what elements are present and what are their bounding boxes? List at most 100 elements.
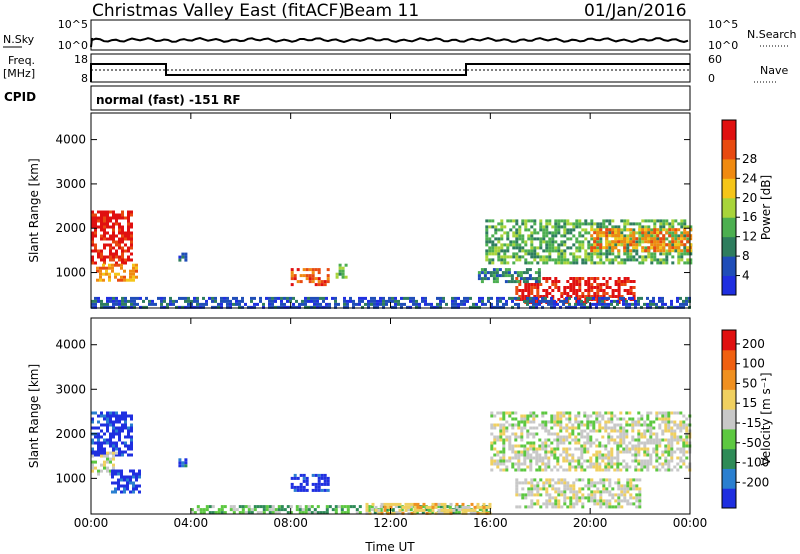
data-cell	[629, 478, 633, 482]
y-tick-label: 2000	[55, 221, 86, 235]
data-cell	[530, 286, 534, 289]
data-cell	[505, 429, 509, 433]
data-cell	[577, 414, 581, 418]
data-cell	[112, 447, 115, 451]
nsky-tick-high: 10^5	[58, 18, 88, 31]
data-cell	[539, 243, 543, 247]
data-cell	[476, 511, 480, 515]
data-cell	[326, 268, 330, 272]
data-cell	[514, 423, 518, 427]
data-cell	[631, 417, 635, 421]
data-cell	[578, 478, 582, 482]
data-cell	[628, 296, 631, 300]
data-cell	[646, 447, 650, 451]
data-cell	[565, 299, 568, 303]
data-cell	[566, 487, 570, 491]
data-cell	[338, 269, 342, 273]
data-cell	[610, 299, 613, 303]
data-cell	[616, 459, 620, 463]
data-cell	[670, 435, 674, 439]
data-cell	[551, 484, 555, 488]
data-cell	[109, 451, 112, 455]
data-cell	[584, 295, 588, 298]
data-cell	[580, 429, 584, 433]
data-cell	[111, 266, 114, 270]
data-cell	[661, 302, 664, 306]
data-cell	[625, 420, 629, 424]
data-cell	[280, 505, 284, 509]
data-cell	[583, 411, 587, 415]
data-cell	[680, 255, 684, 259]
data-cell	[100, 216, 103, 220]
data-cell	[326, 280, 330, 284]
data-cell	[617, 228, 621, 232]
data-cell	[124, 411, 127, 415]
data-cell	[610, 453, 614, 457]
colorbar-tick-label: -15	[742, 416, 762, 430]
data-cell	[109, 225, 112, 229]
data-cell	[501, 271, 505, 275]
data-cell	[683, 249, 687, 253]
data-cell	[220, 299, 223, 303]
data-cell	[617, 231, 621, 235]
data-cell	[109, 414, 112, 418]
data-cell	[308, 274, 312, 278]
data-cell	[565, 459, 569, 463]
data-cell	[541, 414, 545, 418]
data-cell	[470, 502, 474, 506]
data-cell	[545, 234, 549, 238]
x-tick-label: 12:00	[373, 516, 408, 530]
data-cell	[593, 240, 597, 244]
data-cell	[544, 462, 548, 466]
data-cell	[619, 435, 623, 439]
data-cell	[114, 472, 117, 476]
colorbar-swatch	[722, 275, 736, 296]
data-cell	[542, 240, 546, 244]
data-cell	[374, 508, 378, 512]
data-cell	[626, 289, 630, 292]
data-cell	[334, 302, 337, 306]
data-cell	[130, 246, 133, 250]
data-cell	[328, 505, 332, 509]
data-cell	[673, 432, 677, 436]
data-cell	[686, 258, 690, 262]
data-cell	[358, 299, 361, 303]
data-cell	[94, 243, 97, 247]
data-cell	[661, 450, 665, 454]
data-cell	[112, 411, 115, 415]
data-cell	[655, 441, 659, 445]
data-cell	[545, 240, 549, 244]
data-cell	[515, 289, 519, 292]
data-cell	[211, 305, 214, 309]
data-cell	[614, 225, 618, 229]
data-cell	[485, 219, 489, 223]
data-cell	[673, 435, 677, 439]
data-cell	[677, 261, 681, 265]
data-cell	[596, 295, 600, 298]
data-cell	[100, 228, 103, 232]
data-cell	[559, 414, 563, 418]
data-cell	[607, 453, 611, 457]
data-cell	[592, 462, 596, 466]
data-cell	[587, 231, 591, 235]
data-cell	[677, 252, 681, 256]
data-cell	[124, 299, 127, 303]
data-cell	[223, 296, 226, 300]
data-cell	[667, 447, 671, 451]
data-cell	[109, 237, 112, 241]
data-cell	[160, 299, 163, 303]
data-cell	[643, 459, 647, 463]
data-cell	[626, 487, 630, 491]
data-cell	[205, 299, 208, 303]
data-cell	[605, 243, 609, 247]
data-cell	[178, 296, 181, 300]
data-cell	[439, 305, 442, 309]
data-cell	[548, 222, 552, 226]
data-cell	[640, 417, 644, 421]
data-cell	[575, 301, 579, 304]
data-cell	[649, 426, 653, 430]
data-cell	[689, 225, 693, 229]
data-cell	[504, 274, 508, 278]
data-cell	[595, 456, 599, 460]
data-cell	[317, 277, 321, 281]
